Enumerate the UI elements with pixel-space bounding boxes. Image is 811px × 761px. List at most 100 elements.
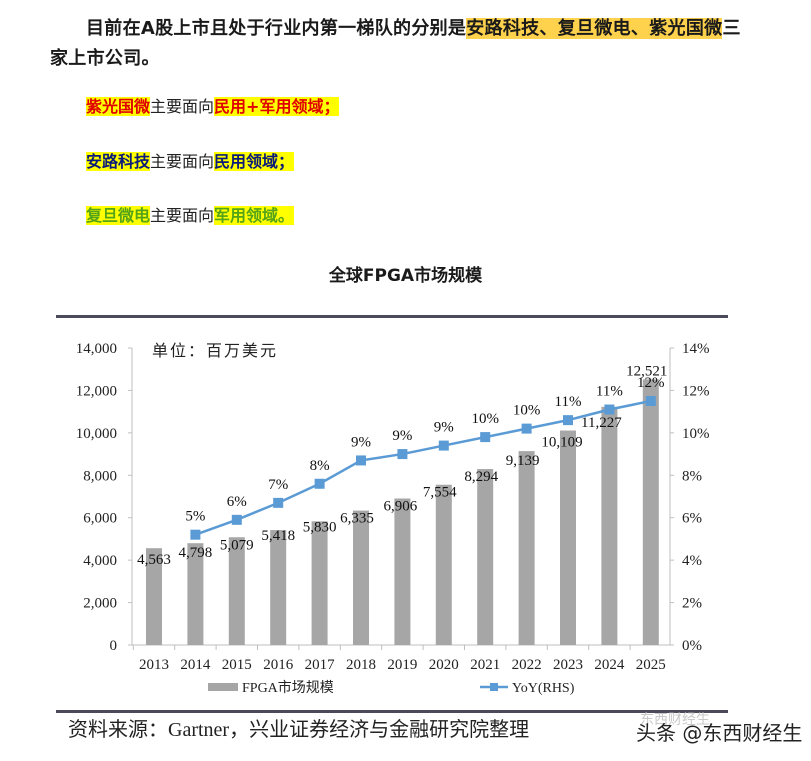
bar-2023 (560, 430, 576, 645)
x-axis-label: 2021 (470, 657, 500, 673)
company-name: 安路科技 (86, 152, 151, 171)
right-axis-label: 12% (682, 383, 710, 399)
x-axis-label: 2024 (594, 657, 625, 673)
field-label: 军用领域。 (214, 206, 295, 225)
left-axis-label: 8,000 (83, 468, 117, 484)
yoy-marker (190, 529, 201, 540)
line-middle: 主要面向 (150, 206, 215, 225)
legend-bar-swatch (208, 683, 238, 691)
yoy-value-label: 10% (471, 411, 499, 427)
yoy-value-label: 5% (185, 509, 205, 525)
legend-line-label: YoY(RHS) (512, 681, 575, 696)
yoy-value-label: 10% (513, 403, 541, 419)
bar-value-label: 11,227 (581, 415, 622, 431)
bar-2016 (270, 530, 287, 645)
bar-value-label: 6,335 (340, 511, 374, 527)
yoy-value-label: 11% (555, 394, 582, 410)
right-axis-label: 8% (682, 468, 702, 484)
bar-value-label: 9,139 (506, 453, 540, 469)
yoy-marker (563, 415, 573, 426)
bar-2019 (394, 498, 411, 645)
x-axis-label: 2025 (636, 657, 666, 673)
bar-value-label: 5,079 (220, 537, 254, 553)
right-axis-label: 0% (682, 638, 702, 654)
x-axis-label: 2022 (512, 657, 542, 673)
company-name: 复旦微电 (86, 206, 151, 225)
yoy-marker (480, 432, 491, 443)
yoy-value-label: 9% (392, 428, 412, 444)
yoy-marker (397, 449, 408, 460)
yoy-value-label: 9% (351, 434, 371, 450)
yoy-marker (645, 396, 656, 407)
right-axis-label: 2% (682, 596, 702, 612)
bar-2017 (311, 521, 328, 645)
right-axis-label: 14% (682, 341, 710, 357)
intro-paragraph: 目前在A股上市且处于行业内第一梯队的分别是安路科技、复旦微电、紫光国微三家上市公… (50, 14, 750, 74)
yoy-value-label: 6% (227, 494, 247, 510)
yoy-value-label: 8% (310, 458, 330, 474)
intro-highlight: 安路科技、复旦微电、紫光国微 (466, 18, 723, 39)
bar-value-label: 5,830 (303, 519, 337, 535)
x-axis-label: 2013 (139, 657, 169, 673)
line-anlu: 安路科技主要面向民用领域； (86, 151, 295, 173)
bar-2021 (477, 469, 494, 645)
left-axis-label: 14,000 (76, 341, 117, 357)
yoy-value-label: 7% (268, 477, 288, 493)
x-axis-label: 2014 (180, 657, 211, 673)
watermark-faint: 东西财经生 (640, 712, 710, 728)
bar-value-label: 10,109 (541, 435, 582, 451)
yoy-marker (273, 497, 284, 508)
unit-label: 单位：百万美元 (152, 342, 278, 360)
watermark: 头条 @东西财经生 (636, 721, 803, 745)
left-axis-label: 6,000 (83, 511, 117, 527)
chart-bottom-rule (56, 710, 728, 713)
bar-value-label: 12,521 (626, 363, 667, 379)
right-axis-label: 6% (682, 511, 702, 527)
bar-value-label: 7,554 (423, 485, 457, 501)
x-axis-label: 2018 (346, 657, 376, 673)
bar-2022 (518, 451, 535, 645)
yoy-value-label: 12% (637, 375, 665, 391)
yoy-marker (604, 404, 615, 415)
bar-value-label: 4,563 (137, 552, 171, 568)
yoy-value-label: 9% (434, 420, 454, 436)
field-label: 民用领域； (214, 152, 295, 171)
legend-line-marker (490, 683, 498, 691)
line-fudan: 复旦微电主要面向军用领域。 (86, 205, 295, 227)
fpga-market-chart: 0 2,000 4,000 6,000 8,000 10,000 12,000 14,000 0… (76, 341, 710, 696)
x-axis-label: 2023 (553, 657, 583, 673)
bar-2018 (353, 510, 369, 645)
x-axis-label: 2017 (305, 657, 336, 673)
bar-value-label: 5,418 (261, 528, 295, 544)
right-axis-label: 4% (682, 553, 702, 569)
source-note: 资料来源：Gartner，兴业证券经济与金融研究院整理 (68, 719, 530, 741)
bar-2015 (228, 537, 245, 645)
yoy-marker (438, 440, 449, 451)
left-axis-label: 0 (110, 638, 118, 654)
bar-2013 (146, 548, 162, 645)
legend-bar-label: FPGA市场规模 (242, 679, 334, 696)
yoy-line (194, 399, 652, 536)
intro-suffix: 三家上市公司。 (50, 18, 741, 69)
bar-2014 (187, 543, 204, 645)
yoy-value-label: 11% (596, 384, 623, 400)
bar-value-label: 8,294 (464, 469, 498, 485)
left-axis-label: 12,000 (76, 383, 117, 399)
chart-top-rule (56, 315, 728, 318)
yoy-marker (231, 514, 242, 525)
yoy-marker (356, 455, 366, 466)
yoy-marker (521, 423, 532, 434)
left-axis-label: 10,000 (76, 426, 117, 442)
chart-title: 全球FPGA市场规模 (328, 266, 483, 286)
bar-2024 (601, 406, 618, 645)
bar-2025 (642, 379, 659, 645)
right-axis-label: 10% (682, 426, 710, 442)
company-name: 紫光国微 (86, 97, 151, 116)
line-ziguang: 紫光国微主要面向民用+军用领域； (86, 96, 340, 118)
bar-value-label: 6,906 (384, 498, 418, 514)
field-label: 民用+军用领域； (214, 97, 340, 116)
x-axis-label: 2016 (263, 657, 294, 673)
line-middle: 主要面向 (150, 152, 215, 171)
x-axis-label: 2019 (387, 657, 417, 673)
x-axis-label: 2020 (429, 657, 459, 673)
